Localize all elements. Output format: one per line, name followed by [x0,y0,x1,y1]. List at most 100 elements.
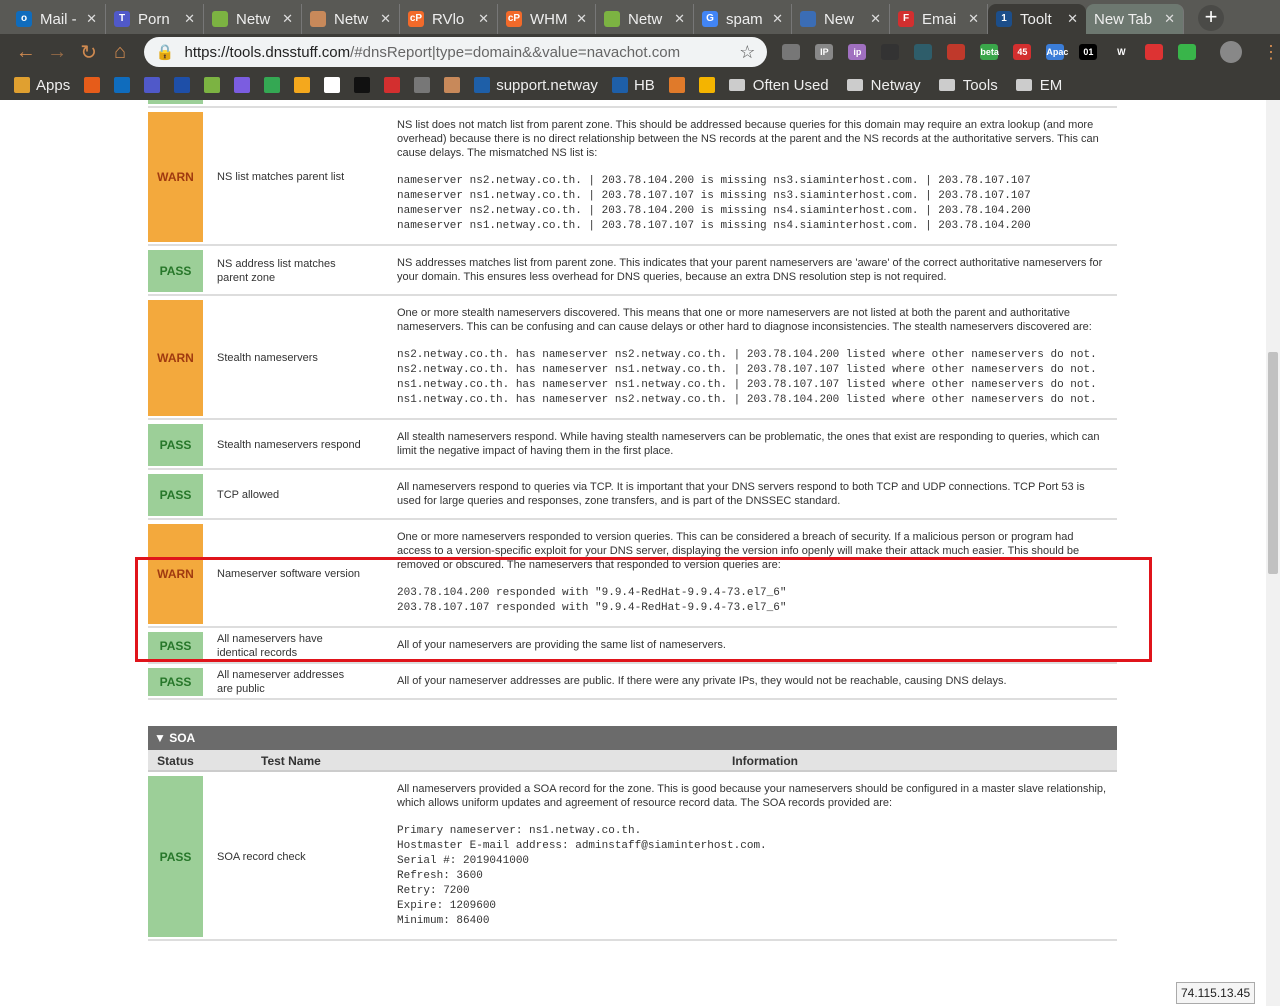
extension-icon[interactable] [1178,44,1197,60]
record-line: 203.78.104.200 responded with "9.9.4-Red… [397,587,787,599]
tab-close-icon[interactable]: ✕ [1067,11,1078,26]
tab-title: RVlo [432,10,465,28]
bookmark-favicon-icon [264,77,281,93]
toolbar: ← → ↻ ⌂ 🔒 https://tools.dnsstuff.com/#dn… [0,34,1280,70]
bookmark-folder[interactable]: Netway [846,77,921,94]
extension-icon[interactable]: IP [815,44,834,60]
extension-icon[interactable]: W [1112,44,1131,60]
info-text: All of your nameserver addresses are pub… [397,675,1007,687]
scrollbar[interactable] [1266,100,1280,1006]
info-text: NS list does not match list from parent … [397,119,1099,159]
bookmark-item[interactable] [144,77,161,93]
address-bar[interactable]: 🔒 https://tools.dnsstuff.com/#dnsReport|… [143,37,768,67]
tab-close-icon[interactable]: ✕ [478,11,489,26]
bookmark-favicon-icon [84,77,101,93]
tab-11[interactable]: New Tab ✕ [1086,4,1184,34]
bookmark-item[interactable] [698,77,715,93]
tab-10[interactable]: 1 Toolt ✕ [988,4,1086,34]
info-records: Primary nameserver: ns1.netway.co.th. Hos… [397,824,1107,929]
bookmark-item[interactable] [294,77,311,93]
folder-icon [938,79,955,91]
bookmark-item[interactable] [324,77,341,93]
test-name: SOA record check [217,850,306,863]
tab-close-icon[interactable]: ✕ [968,11,979,26]
bookmark-item[interactable] [414,77,431,93]
extension-icon[interactable] [782,44,801,60]
test-information: All stealth nameservers respond. While h… [383,424,1117,466]
bookmark-item[interactable] [114,77,131,93]
bookmark-item[interactable]: support.netway [474,77,598,94]
tab-close-icon[interactable]: ✕ [576,11,587,26]
bookmark-item[interactable] [444,77,461,93]
extension-icon[interactable]: 01 [1079,44,1098,60]
record-line: ns1.netway.co.th. has nameserver ns2.net… [397,394,1097,406]
reload-icon[interactable]: ↻ [80,41,98,64]
forward-icon[interactable]: → [47,40,68,63]
bookmark-item[interactable]: HB [611,77,655,94]
tab-1[interactable]: T Porn ✕ [106,4,204,34]
extension-icon[interactable] [1145,44,1164,60]
table-row: PASS SOA record check All nameservers prov… [148,772,1117,941]
tab-2[interactable]: Netw ✕ [204,4,302,34]
record-line: nameserver ns2.netway.co.th. | 203.78.10… [397,205,1031,217]
extension-icon[interactable] [947,44,966,60]
extension-icon[interactable]: 45 [1013,44,1032,60]
tab-close-icon[interactable]: ✕ [674,11,685,26]
extension-icon[interactable] [914,44,933,60]
bookmark-item[interactable] [204,77,221,93]
tab-0[interactable]: o Mail - ✕ [8,4,106,34]
tab-6[interactable]: Netw ✕ [596,4,694,34]
extension-icon[interactable] [881,44,900,60]
home-icon[interactable]: ⌂ [114,40,127,63]
bookmark-item[interactable] [234,77,251,93]
extension-icon[interactable]: ip [848,44,867,60]
bookmark-item[interactable] [84,77,101,93]
tab-close-icon[interactable]: ✕ [282,11,293,26]
new-tab-button[interactable]: + [1198,5,1224,31]
tab-title: spam [726,10,763,28]
bookmark-star-icon[interactable]: ☆ [739,41,756,62]
tab-5[interactable]: cP WHM ✕ [498,4,596,34]
highlight-box [135,557,1152,662]
tab-3[interactable]: Netw ✕ [302,4,400,34]
tab-favicon-icon [604,11,620,27]
bookmark-item[interactable] [354,77,371,93]
bookmark-favicon-icon [294,77,311,93]
bookmark-item[interactable]: Apps [14,77,70,94]
status-badge: PASS [148,474,203,516]
folder-label: EM [1039,76,1063,94]
extensions: IP ip beta 45 Apac 01 W [767,44,1197,60]
bookmark-folder[interactable]: Often Used [728,77,829,94]
bookmark-item[interactable] [384,77,401,93]
tab-close-icon[interactable]: ✕ [184,11,195,26]
bookmark-folder[interactable]: EM [1015,76,1063,94]
status-badge: PASS [148,100,203,104]
bookmark-item[interactable] [668,77,685,93]
browser-chrome: o Mail - ✕ T Porn ✕ Netw ✕ Netw ✕ cP RVlo ✕ cP WHM ✕ Net… [0,0,1280,100]
bookmarks-bar: Apps support.netway HB Often Used Netway Tool… [0,70,1280,100]
tab-close-icon[interactable]: ✕ [870,11,881,26]
tab-4[interactable]: cP RVlo ✕ [400,4,498,34]
soa-section-header[interactable]: ▼ SOA [148,726,1117,750]
tab-close-icon[interactable]: ✕ [1164,11,1175,26]
menu-icon[interactable]: ⋮ [1262,41,1280,62]
bookmark-favicon-icon [14,77,30,93]
bookmark-folder[interactable]: Tools [938,77,998,94]
extension-icon[interactable]: beta [980,44,999,60]
tab-close-icon[interactable]: ✕ [86,11,97,26]
tab-close-icon[interactable]: ✕ [772,11,783,26]
scrollbar-thumb[interactable] [1268,352,1278,574]
tab-8[interactable]: New ✕ [792,4,890,34]
profile-avatar[interactable] [1220,41,1242,63]
tab-close-icon[interactable]: ✕ [380,11,391,26]
bookmark-item[interactable] [174,77,191,93]
back-icon[interactable]: ← [15,40,36,63]
tab-9[interactable]: F Emai ✕ [890,4,988,34]
bookmark-item[interactable] [264,77,281,93]
test-name: Stealth nameservers respond [217,439,361,451]
table-row: PASS All nameserver addresses are public A… [148,664,1117,700]
extension-icon[interactable]: Apac [1046,44,1068,60]
